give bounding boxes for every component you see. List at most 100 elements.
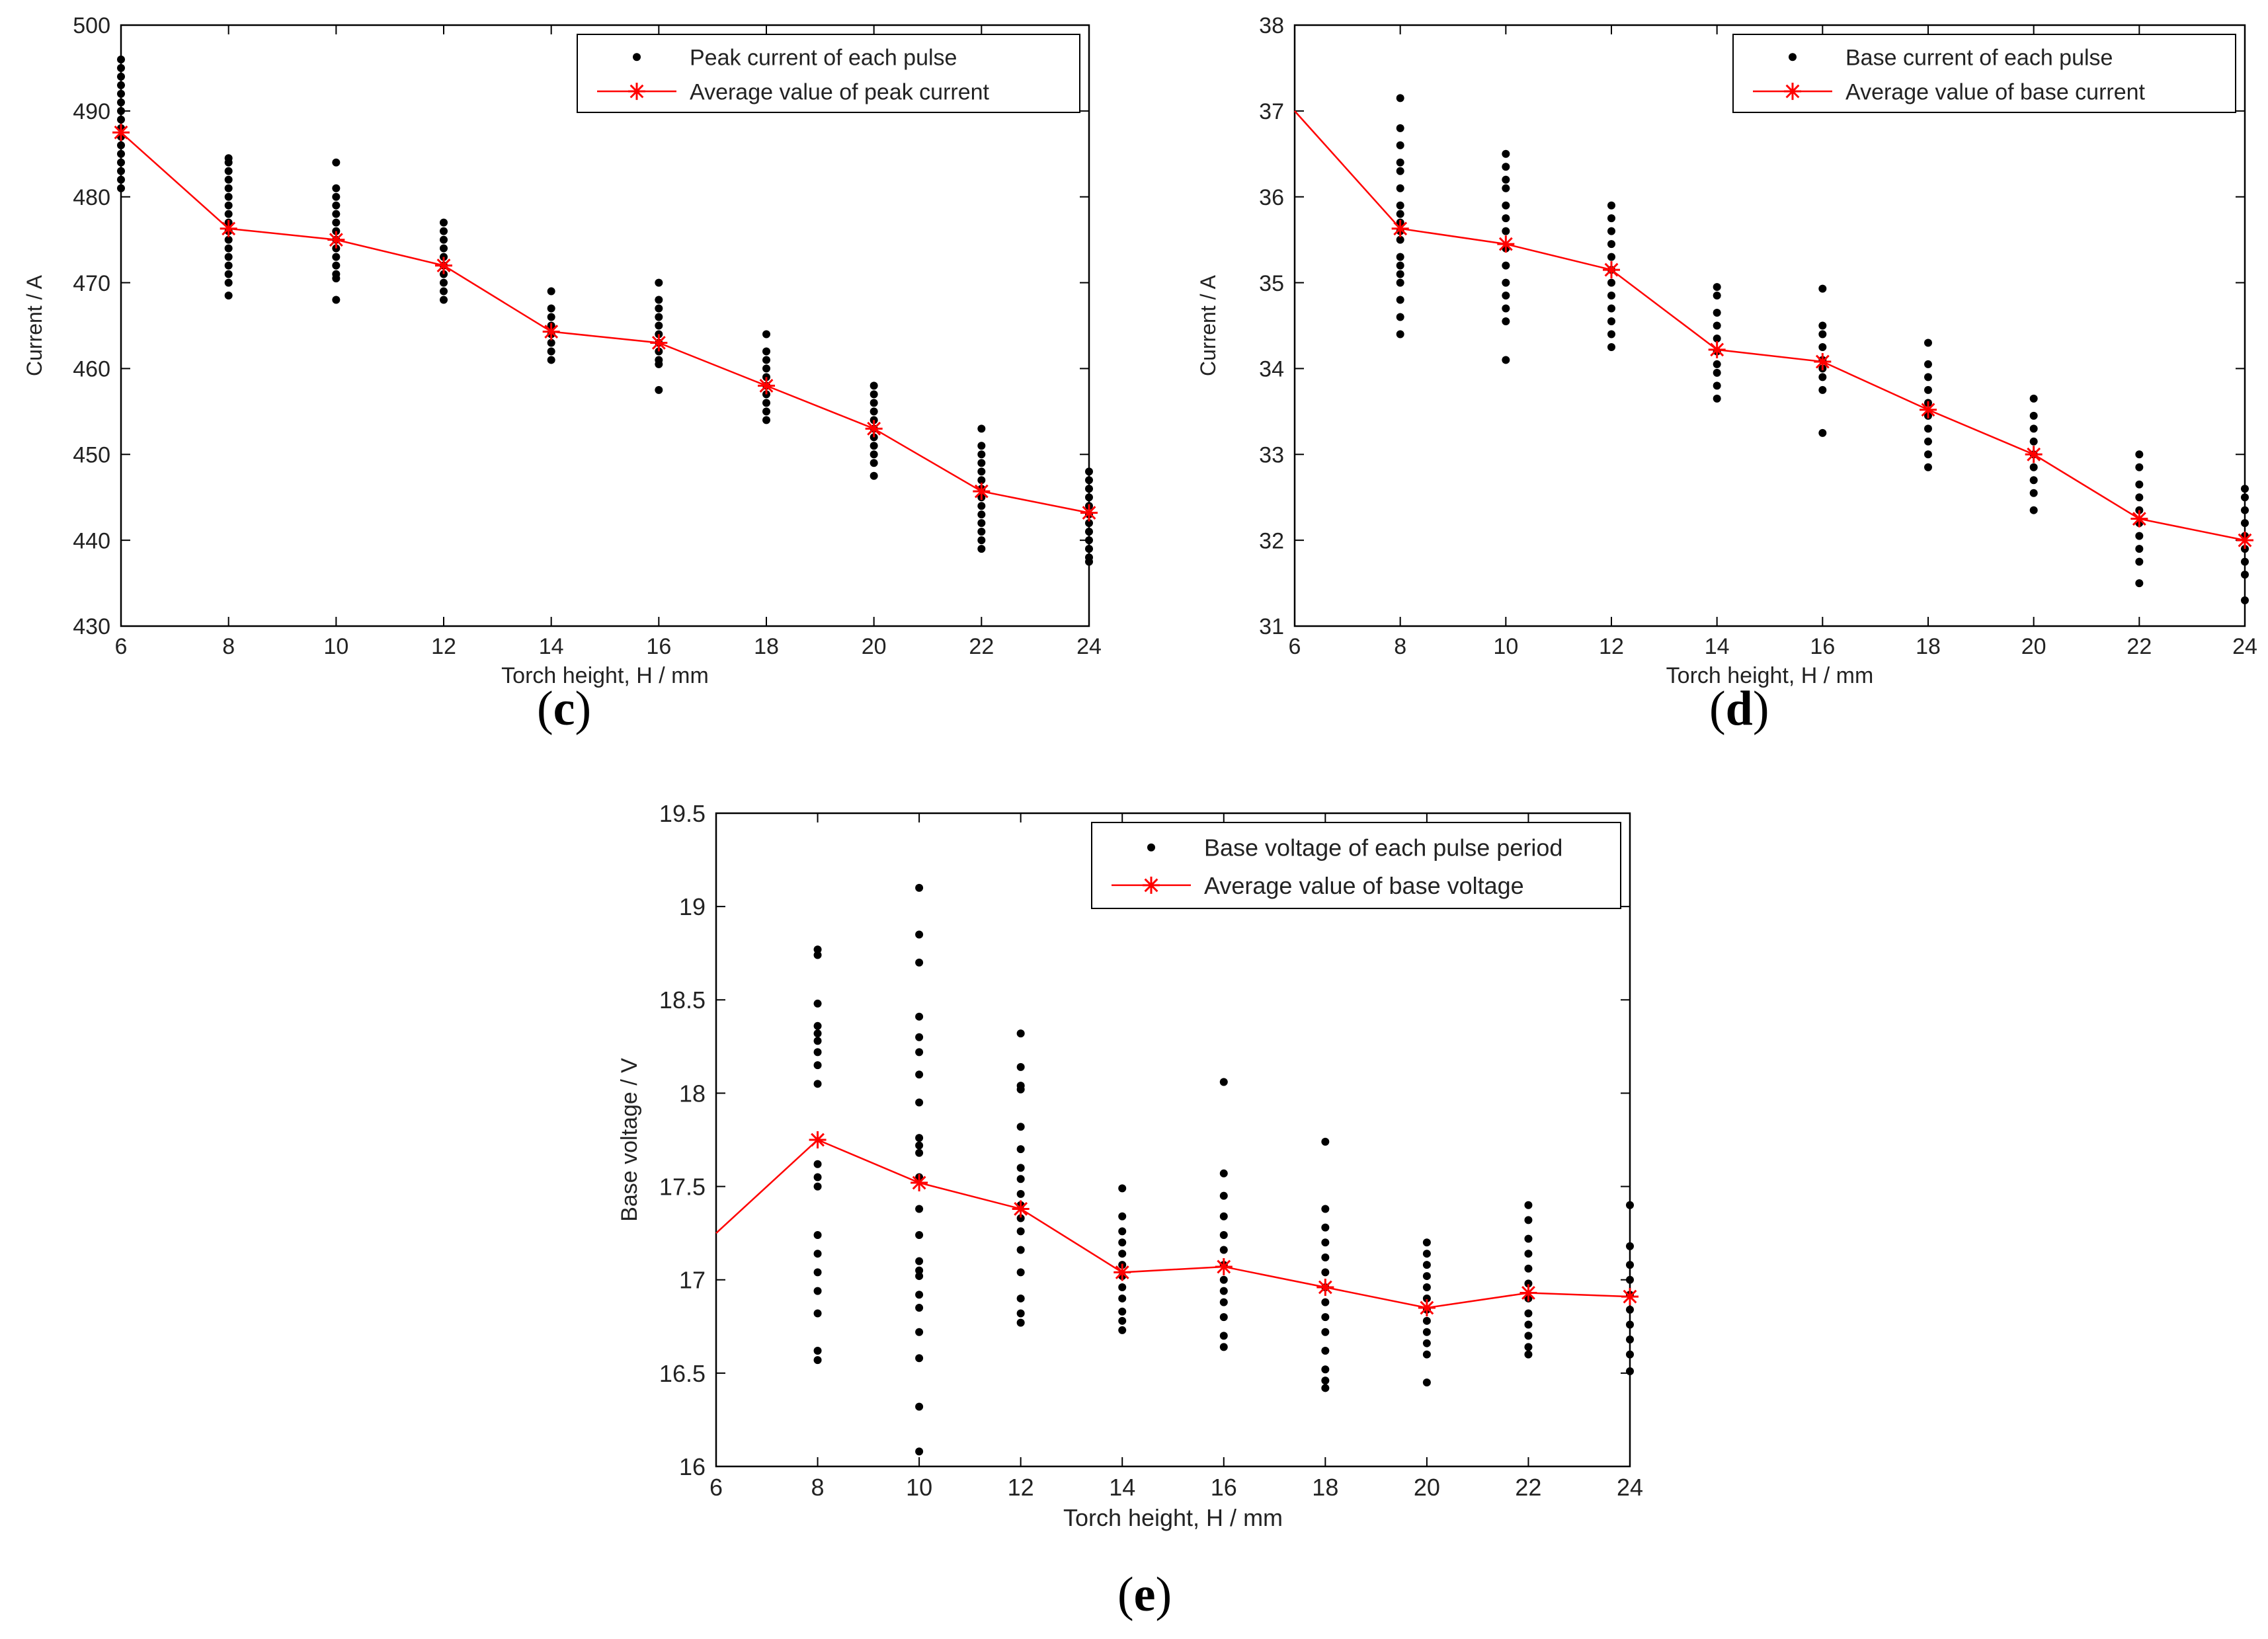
scatter-point (1118, 1184, 1127, 1193)
scatter-point (1396, 253, 1404, 261)
scatter-point (2241, 485, 2249, 493)
legend-box (1732, 34, 2236, 113)
scatter-point (1422, 1339, 1431, 1347)
scatter-point (2029, 424, 2038, 433)
y-tick-label: 35 (1259, 271, 1284, 296)
scatter-point (224, 278, 233, 287)
legend-label-average: Average value of peak current (690, 79, 990, 104)
scatter-point (813, 1250, 822, 1258)
scatter-point (1085, 545, 1093, 553)
legend-label-scatter: Base voltage of each pulse period (1204, 834, 1562, 861)
x-tick-label: 24 (1617, 1474, 1643, 1501)
scatter-point (1524, 1279, 1533, 1288)
scatter-point (762, 364, 770, 373)
scatter-point (915, 958, 924, 967)
scatter-point (1502, 278, 1510, 287)
scatter-point (1321, 1253, 1330, 1261)
scatter-point (655, 296, 663, 304)
y-tick-label: 490 (73, 99, 110, 124)
average-marker (327, 231, 345, 249)
x-axis-label: Torch height, H / mm (1666, 663, 1874, 688)
scatter-point (1396, 141, 1404, 149)
scatter-point (977, 424, 986, 433)
scatter-point (1502, 227, 1510, 235)
scatter-point (1502, 201, 1510, 210)
scatter-point (1924, 360, 1932, 368)
y-tick-label: 470 (73, 271, 110, 296)
scatter-point (1396, 261, 1404, 270)
scatter-point (1085, 553, 1093, 562)
x-axis-label: Torch height, H / mm (501, 663, 709, 688)
scatter-point (1713, 394, 1721, 403)
scatter-point (1321, 1384, 1330, 1392)
scatter-point (870, 459, 878, 467)
y-tick-label: 450 (73, 443, 110, 468)
y-tick-label: 36 (1259, 185, 1284, 210)
scatter-point (655, 356, 663, 364)
scatter-point (117, 98, 125, 106)
scatter-point (1713, 360, 1721, 368)
scatter-point (1626, 1367, 1634, 1376)
scatter-point (1607, 292, 1615, 300)
scatter-point (1016, 1082, 1025, 1090)
scatter-point (1219, 1230, 1228, 1239)
scatter-point (655, 313, 663, 321)
scatter-point (117, 106, 125, 115)
scatter-point (117, 63, 125, 72)
scatter-point (1607, 227, 1615, 235)
x-tick-label: 22 (969, 634, 994, 659)
average-marker (220, 220, 237, 237)
scatter-point (1607, 330, 1615, 339)
scatter-point (915, 1033, 924, 1041)
scatter-point (2135, 532, 2144, 540)
legend-box (577, 34, 1080, 113)
scatter-point (1118, 1316, 1127, 1325)
scatter-point (1626, 1320, 1634, 1329)
x-tick-label: 12 (431, 634, 456, 659)
scatter-point (1713, 292, 1721, 300)
scatter-point (440, 227, 448, 235)
scatter-point (977, 545, 986, 553)
scatter-point (1502, 304, 1510, 313)
caption-letter-e: e (1133, 1568, 1156, 1622)
scatter-point (915, 1304, 924, 1312)
scatter-point (915, 1291, 924, 1299)
x-tick-label: 16 (646, 634, 671, 659)
y-tick-label: 17 (679, 1267, 706, 1294)
scatter-point (1818, 428, 1827, 437)
scatter-point (1219, 1078, 1228, 1086)
scatter-point (915, 1134, 924, 1142)
scatter-point (977, 450, 986, 459)
scatter-point (1396, 94, 1404, 102)
scatter-point (332, 218, 341, 227)
legend: Base current of each pulse Average value … (1732, 34, 2236, 113)
scatter-point (915, 883, 924, 892)
scatter-point (1422, 1316, 1431, 1325)
scatter-point (762, 347, 770, 356)
scatter-point (1524, 1350, 1533, 1359)
scatter-point (1016, 1062, 1025, 1071)
scatter-point (1085, 536, 1093, 545)
scatter-point (1085, 467, 1093, 476)
scatter-point (440, 278, 448, 287)
scatter-point (1321, 1313, 1330, 1322)
scatter-point (1818, 373, 1827, 381)
x-tick-label: 10 (906, 1474, 932, 1501)
scatter-point (2029, 489, 2038, 497)
average-line (715, 1139, 1631, 1309)
scatter-point (915, 1354, 924, 1363)
scatter-point (1085, 476, 1093, 485)
scatter-point (813, 1160, 822, 1168)
scatter-point (1219, 1287, 1228, 1295)
scatter-point (762, 416, 770, 424)
scatter-point (915, 1402, 924, 1411)
scatter-point (440, 235, 448, 244)
scatter-point (440, 218, 448, 227)
scatter-point (813, 1356, 822, 1365)
scatter-series (1396, 94, 2249, 605)
y-tick-label: 19 (679, 893, 706, 920)
scatter-point (1321, 1137, 1330, 1146)
x-tick-label: 8 (811, 1474, 825, 1501)
scatter-point (1626, 1305, 1634, 1314)
average-marker (1603, 261, 1620, 279)
